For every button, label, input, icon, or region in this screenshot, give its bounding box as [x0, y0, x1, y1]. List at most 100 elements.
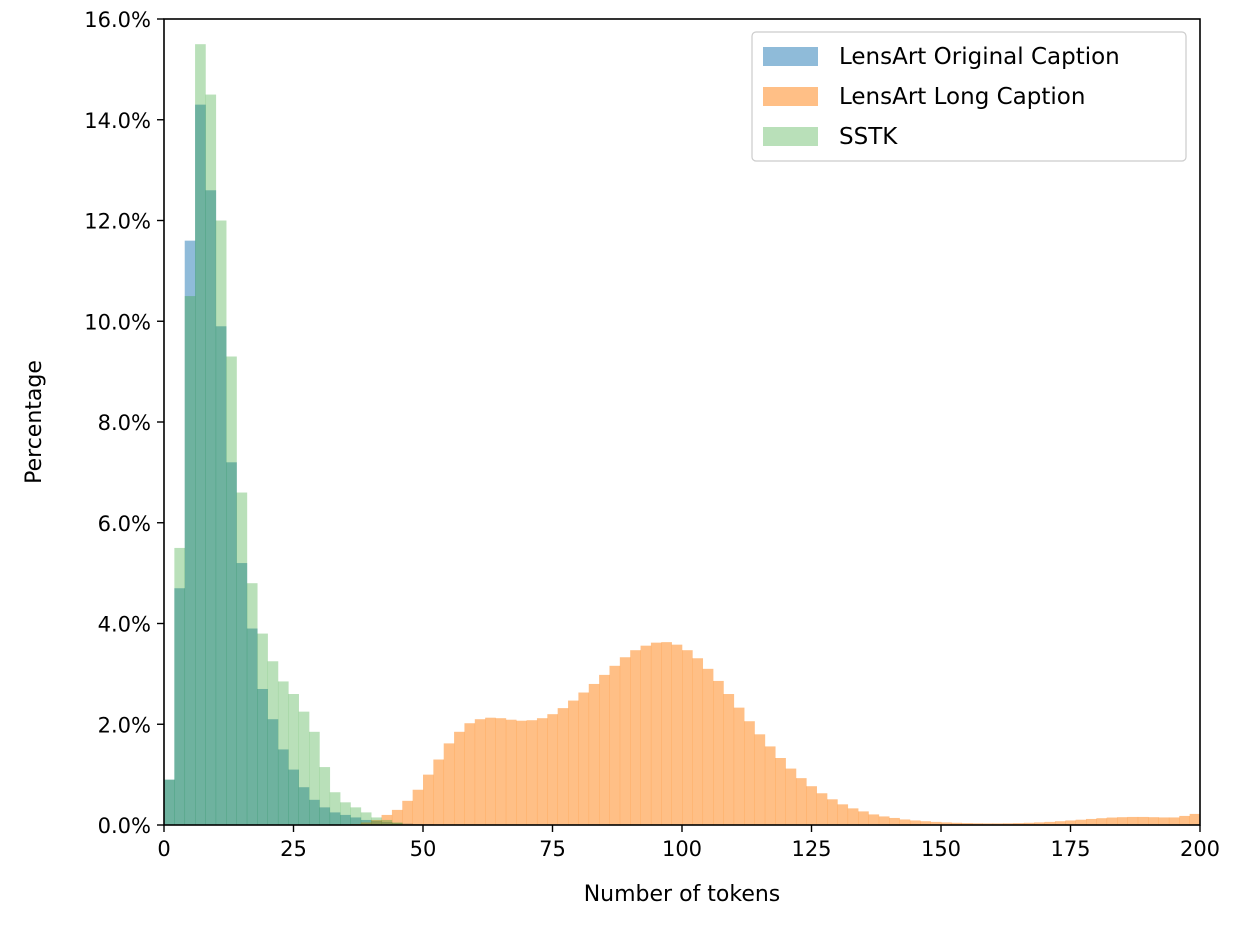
- x-tick-label: 125: [791, 837, 831, 861]
- histogram-bar: [391, 809, 403, 825]
- histogram-bar: [423, 774, 434, 825]
- histogram-bar: [1075, 819, 1087, 825]
- histogram-bar: [536, 718, 548, 825]
- histogram-bar: [215, 326, 227, 825]
- histogram-bar: [257, 688, 268, 825]
- histogram-bar: [640, 645, 652, 825]
- histogram-bar: [371, 817, 382, 825]
- histogram-bar: [1168, 817, 1180, 825]
- y-axis-label: Percentage: [22, 360, 47, 484]
- histogram-bar: [1044, 821, 1056, 825]
- histogram-bar: [951, 822, 963, 825]
- histogram-bar: [775, 758, 786, 825]
- histogram-bar: [868, 814, 880, 825]
- histogram-bar: [1023, 822, 1035, 825]
- histogram-bar: [1013, 823, 1025, 825]
- histogram-bar: [454, 731, 465, 825]
- histogram-bar: [184, 296, 196, 825]
- x-axis-label: Number of tokens: [584, 882, 781, 907]
- histogram-bar: [164, 779, 175, 825]
- histogram-bar: [360, 822, 372, 825]
- histogram-bar: [661, 642, 672, 825]
- histogram-bar: [899, 819, 911, 825]
- histogram-bar: [816, 793, 828, 825]
- x-tick-label: 150: [921, 837, 961, 861]
- histogram-bar: [340, 802, 351, 825]
- histogram-bar: [837, 804, 849, 825]
- histogram-bar: [309, 731, 320, 825]
- x-tick-label: 200: [1180, 837, 1220, 861]
- histogram-bar: [474, 719, 486, 825]
- y-tick-label: 10.0%: [84, 310, 151, 334]
- y-tick-label: 8.0%: [98, 411, 151, 435]
- histogram-bar: [578, 692, 590, 825]
- histogram-bar: [1137, 816, 1149, 825]
- histogram-bar: [1117, 817, 1128, 825]
- histogram-bar: [568, 700, 579, 825]
- histogram-bar: [1054, 821, 1066, 825]
- histogram-bar: [298, 787, 310, 825]
- legend-swatch: [763, 127, 818, 146]
- x-axis-ticks: 0 25 50 75 100 125 150 175 200: [157, 825, 1220, 861]
- histogram-bar: [692, 658, 704, 825]
- histogram-bar: [1127, 816, 1139, 825]
- histogram-bar: [195, 104, 206, 825]
- histogram-bar: [277, 749, 289, 825]
- histogram-bar: [764, 746, 776, 825]
- histogram-bar: [236, 563, 248, 825]
- histogram-bar: [412, 789, 424, 825]
- histogram-bar: [174, 547, 186, 825]
- histogram-bar: [1158, 817, 1170, 825]
- histogram-bar: [246, 583, 258, 825]
- histogram-bar: [267, 661, 279, 825]
- y-tick-label: 6.0%: [98, 512, 151, 536]
- y-tick-label: 14.0%: [84, 109, 151, 133]
- histogram-bar: [713, 680, 724, 825]
- y-axis-ticks: 0.0% 2.0% 4.0% 6.0% 8.0% 10.0% 12.0% 14.0% 16.0%: [84, 8, 164, 838]
- histogram-bar: [847, 808, 859, 825]
- histogram-bar: [226, 356, 237, 825]
- histogram-bar: [733, 707, 745, 825]
- x-tick-label: 0: [157, 837, 170, 861]
- histogram-bar: [1003, 823, 1014, 825]
- histogram-bar: [588, 683, 600, 825]
- legend-label: SSTK: [839, 124, 898, 150]
- histogram-bar: [433, 759, 445, 825]
- histogram-bar: [630, 650, 641, 825]
- histogram-bar: [464, 723, 476, 825]
- histogram-bar: [164, 779, 175, 825]
- histogram-bar: [267, 719, 279, 825]
- histogram-bar: [257, 633, 268, 825]
- legend-item: LensArt Long Caption: [763, 84, 1085, 110]
- histogram-bar: [381, 819, 393, 825]
- histogram-bar: [1179, 815, 1190, 825]
- histogram-bar: [443, 743, 455, 825]
- histogram-bar: [858, 811, 869, 825]
- series-1: [350, 642, 1200, 825]
- histogram-bar: [516, 720, 527, 825]
- histogram-bar: [671, 644, 683, 825]
- histogram-bar: [920, 821, 931, 825]
- histogram-bar: [371, 819, 382, 825]
- y-tick-label: 16.0%: [84, 8, 151, 32]
- x-tick-label: 25: [280, 837, 307, 861]
- histogram-bar: [619, 657, 631, 825]
- legend-swatch: [763, 47, 818, 66]
- histogram-bar: [795, 778, 807, 825]
- histogram-bar: [941, 822, 952, 825]
- histogram-bar: [319, 767, 331, 825]
- histogram-bar: [226, 462, 237, 825]
- y-tick-label: 2.0%: [98, 713, 151, 737]
- histogram-bar: [402, 800, 413, 825]
- histogram-bar: [827, 799, 838, 825]
- histogram-bar: [205, 190, 217, 825]
- legend-item: LensArt Original Caption: [763, 44, 1120, 70]
- histogram-bar: [319, 807, 331, 825]
- histogram-bar: [878, 816, 890, 825]
- histogram-bar: [381, 814, 393, 825]
- x-tick-label: 100: [662, 837, 702, 861]
- histogram-bar: [505, 719, 517, 825]
- histogram-bar: [930, 821, 942, 825]
- series-2: [164, 44, 403, 825]
- histogram-bar: [609, 665, 621, 825]
